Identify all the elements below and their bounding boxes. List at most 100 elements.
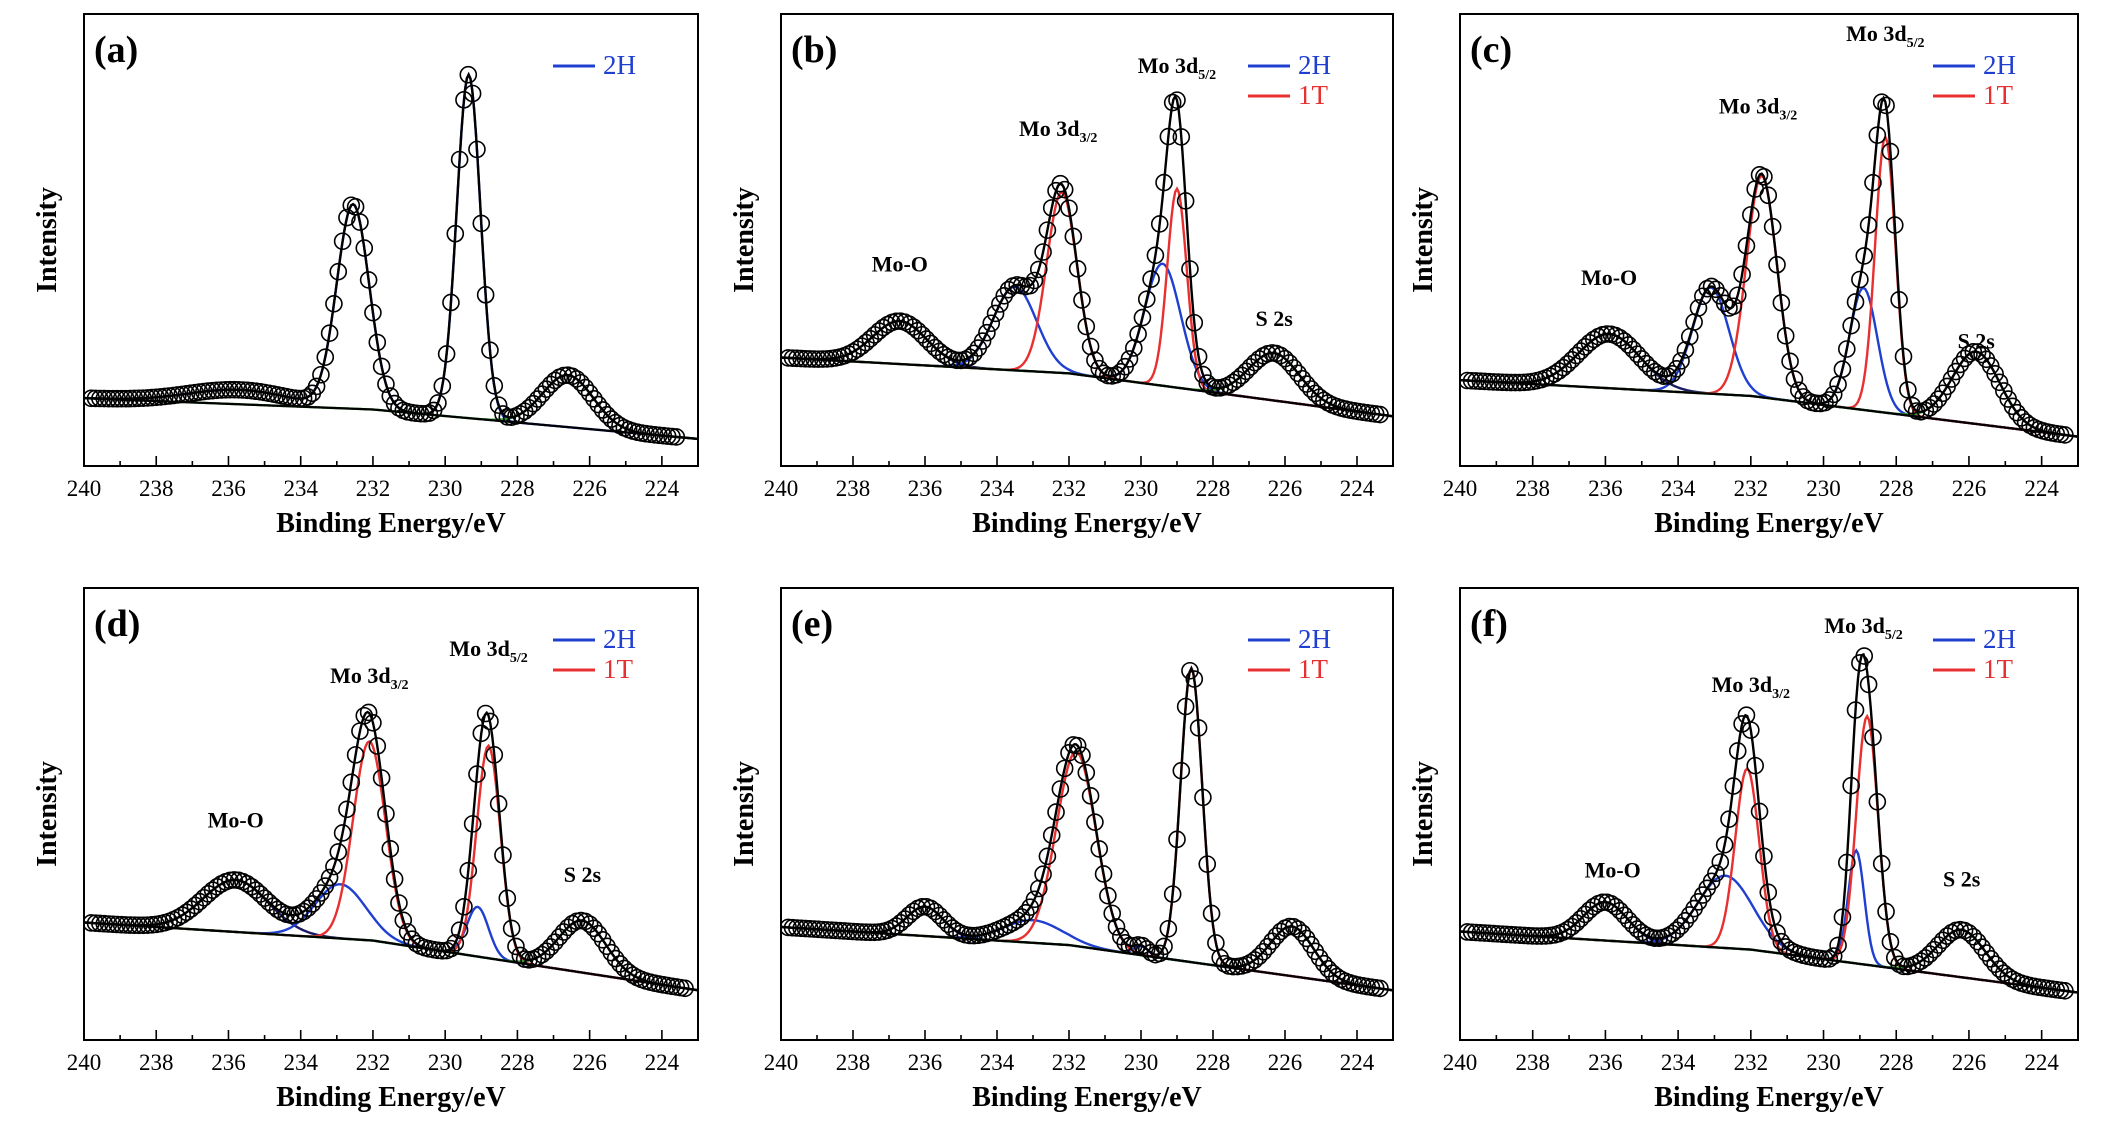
data-point	[1215, 954, 1234, 973]
data-point	[1894, 347, 1913, 366]
data-point	[1155, 173, 1173, 192]
data-point	[121, 389, 140, 408]
data-point	[1964, 343, 1983, 361]
fit-envelope	[84, 71, 698, 441]
data-point	[1497, 373, 1516, 392]
data-point	[1120, 350, 1139, 368]
x-tick-label: 240	[1443, 476, 1478, 501]
data-point	[585, 390, 603, 408]
data-point	[589, 395, 608, 414]
data-point	[1094, 865, 1113, 883]
data-point	[1310, 948, 1329, 967]
data-point	[221, 380, 239, 399]
data-point	[606, 949, 625, 968]
data-point	[138, 916, 157, 934]
data-point	[130, 916, 148, 935]
x-axis: 240 238 236 234 232 230 228 226 224	[1443, 456, 2079, 501]
background-line	[84, 921, 698, 992]
data-point	[528, 948, 547, 967]
data-point	[338, 800, 356, 819]
x-tick-label: 238	[1515, 1050, 1550, 1075]
data-point	[883, 919, 901, 938]
data-point	[1137, 940, 1156, 958]
data-point	[108, 915, 127, 934]
data-point	[1150, 215, 1169, 233]
data-point	[342, 773, 361, 792]
data-point	[1584, 897, 1603, 916]
data-point	[112, 915, 131, 934]
data-point	[1838, 340, 1856, 358]
data-point	[1038, 847, 1057, 866]
data-point	[1176, 697, 1195, 716]
data-point	[108, 389, 127, 408]
legend-label: 1T	[1298, 654, 1329, 684]
x-tick-label: 238	[836, 1050, 871, 1075]
x-tick-label: 232	[1734, 1050, 1769, 1075]
data-point	[1224, 957, 1242, 976]
data-point	[783, 349, 802, 367]
panel-label: (f)	[1470, 603, 1508, 645]
peak-label: S 2s	[1958, 328, 1996, 353]
data-point	[1475, 924, 1494, 942]
data-point	[1702, 872, 1721, 891]
data-point	[999, 280, 1018, 299]
x-tick-label: 234	[980, 1050, 1015, 1075]
data-point	[1181, 260, 1199, 278]
x-tick-label: 228	[1879, 476, 1914, 501]
data-point	[420, 404, 439, 422]
data-point	[485, 746, 504, 764]
data-point	[805, 350, 823, 368]
data-point	[99, 915, 118, 933]
chart-panel: 240 238 236 234 232 230 228 226 224 Binding Energ…	[729, 13, 1394, 539]
data-point	[104, 915, 122, 934]
data-point	[1271, 922, 1290, 941]
data-point	[580, 915, 599, 933]
data-point	[826, 921, 845, 940]
x-tick-label: 224	[1340, 1050, 1375, 1075]
data-point	[1838, 853, 1856, 872]
data-point	[368, 737, 387, 755]
data-point	[1163, 885, 1182, 903]
data-point	[818, 921, 836, 939]
data-point	[541, 938, 560, 956]
legend-label: 2H	[1298, 624, 1331, 654]
data-point	[528, 390, 547, 408]
data-point	[1733, 265, 1751, 284]
data-point	[1872, 854, 1891, 873]
data-point	[125, 389, 144, 408]
data-point	[1785, 370, 1804, 388]
data-point	[1750, 802, 1769, 821]
x-tick-label: 226	[572, 476, 607, 501]
experimental-points	[84, 65, 686, 446]
data-point	[1986, 364, 2004, 383]
data-point	[1480, 924, 1498, 943]
data-point	[117, 389, 135, 408]
data-point	[372, 769, 391, 787]
data-point	[433, 377, 452, 395]
x-tick-label: 232	[356, 1050, 391, 1075]
data-point	[346, 746, 365, 764]
data-point	[1502, 925, 1520, 944]
x-tick-label: 228	[500, 476, 535, 501]
data-point	[1995, 964, 2013, 982]
data-point	[468, 140, 486, 159]
plot-frame	[83, 13, 699, 467]
data-point	[1824, 947, 1843, 965]
data-point	[411, 404, 430, 423]
data-point	[1047, 803, 1065, 821]
data-point	[225, 380, 244, 399]
data-point	[1824, 385, 1843, 404]
data-point	[1711, 853, 1730, 871]
data-point	[125, 916, 144, 935]
data-point	[1510, 373, 1529, 392]
data-point	[1181, 661, 1199, 680]
data-point	[472, 214, 491, 233]
data-point	[1624, 340, 1642, 359]
data-point	[507, 937, 525, 956]
data-point	[839, 922, 858, 941]
data-point	[550, 928, 569, 946]
data-point	[1103, 904, 1121, 923]
data-point	[1715, 294, 1734, 313]
data-point	[1155, 937, 1173, 956]
